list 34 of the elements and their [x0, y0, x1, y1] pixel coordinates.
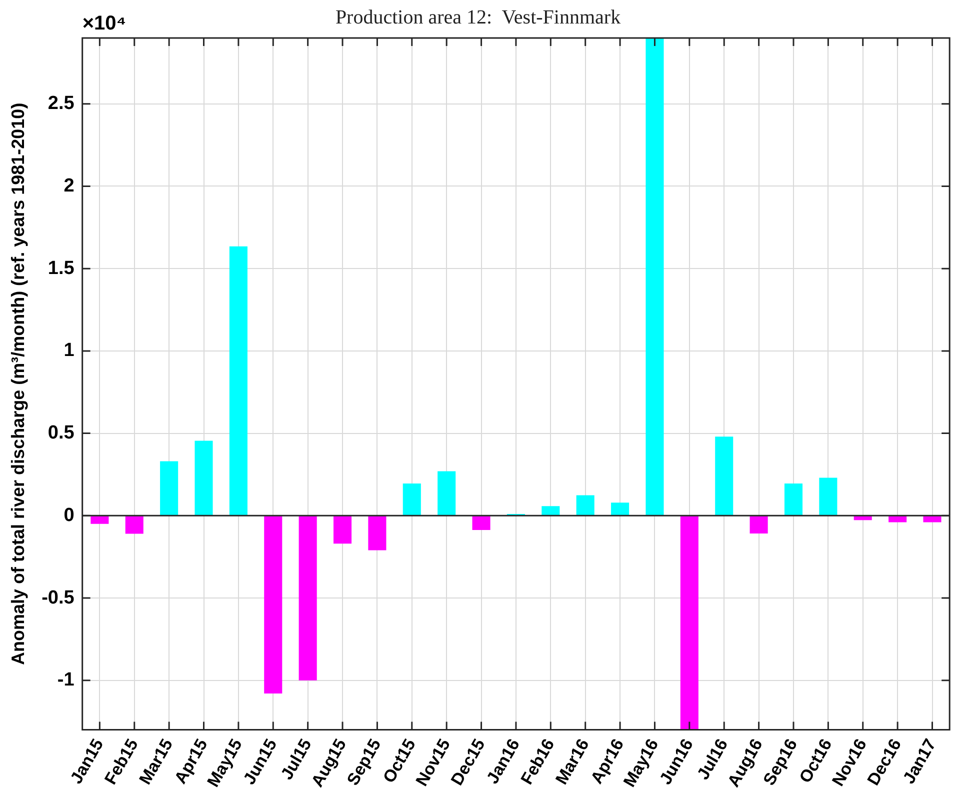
y-tick-label: 2: [64, 175, 74, 196]
bar: [784, 484, 803, 516]
y-tick-label: 0: [64, 504, 74, 526]
bar: [819, 478, 838, 516]
bar: [611, 502, 630, 516]
y-tick-label: 0.5: [48, 422, 75, 444]
y-tick-label: -0.5: [42, 587, 75, 608]
bar: [715, 436, 734, 516]
y-axis-title: Anomaly of total river discharge (m³/month) (ref. years 1981-2010): [8, 102, 28, 665]
bar: [888, 516, 907, 522]
bar: [160, 461, 178, 516]
bar: [264, 516, 282, 694]
bar: [298, 516, 317, 680]
y-tick-label: -1: [57, 670, 75, 691]
bar: [334, 516, 352, 544]
bar: [750, 516, 768, 534]
bar: [438, 471, 456, 516]
bar: [576, 495, 594, 516]
bar: [923, 516, 942, 522]
y-tick-label: 2.5: [48, 93, 75, 114]
y-tick-label: 1: [64, 340, 75, 362]
text: ×10⁴: [82, 12, 126, 35]
bar: [542, 506, 560, 516]
bar: [194, 440, 213, 516]
bar: [368, 516, 386, 550]
bar: [646, 38, 664, 516]
bar: [229, 246, 248, 516]
bar: [125, 516, 144, 534]
chart-title: Production area 12: Vest-Finnmark: [335, 6, 621, 28]
bar: [680, 516, 698, 730]
bar: [402, 484, 421, 516]
y-tick-label: 1.5: [48, 258, 75, 279]
bar: [472, 516, 490, 530]
bar: [90, 516, 109, 524]
